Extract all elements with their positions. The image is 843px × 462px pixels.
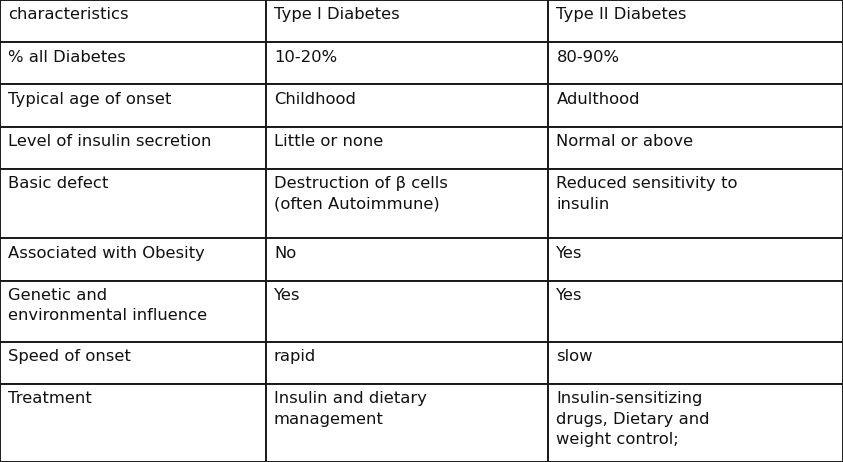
Bar: [266, 127, 548, 169]
Bar: [266, 0, 548, 42]
Bar: [548, 384, 843, 462]
Text: Yes: Yes: [556, 288, 583, 303]
Text: Yes: Yes: [556, 246, 583, 261]
Bar: [548, 169, 843, 238]
Bar: [0, 127, 266, 169]
Bar: [266, 42, 548, 85]
Bar: [266, 238, 548, 280]
Text: 10-20%: 10-20%: [274, 49, 337, 65]
Text: Genetic and
environmental influence: Genetic and environmental influence: [8, 288, 207, 323]
Bar: [548, 342, 843, 384]
Bar: [548, 42, 843, 85]
Text: 80-90%: 80-90%: [556, 49, 620, 65]
Bar: [0, 342, 266, 384]
Text: Treatment: Treatment: [8, 391, 92, 407]
Text: Basic defect: Basic defect: [8, 176, 109, 191]
Bar: [266, 280, 548, 342]
Text: Childhood: Childhood: [274, 92, 356, 107]
Bar: [0, 384, 266, 462]
Bar: [266, 85, 548, 127]
Text: characteristics: characteristics: [8, 7, 129, 22]
Bar: [266, 169, 548, 238]
Text: No: No: [274, 246, 296, 261]
Text: Speed of onset: Speed of onset: [8, 349, 132, 364]
Bar: [548, 280, 843, 342]
Bar: [548, 127, 843, 169]
Bar: [0, 85, 266, 127]
Bar: [0, 42, 266, 85]
Bar: [0, 169, 266, 238]
Text: Destruction of β cells
(often Autoimmune): Destruction of β cells (often Autoimmune…: [274, 176, 448, 212]
Text: Insulin-sensitizing
drugs, Dietary and
weight control;: Insulin-sensitizing drugs, Dietary and w…: [556, 391, 710, 447]
Text: Insulin and dietary
management: Insulin and dietary management: [274, 391, 427, 427]
Bar: [0, 0, 266, 42]
Text: % all Diabetes: % all Diabetes: [8, 49, 126, 65]
Text: Type I Diabetes: Type I Diabetes: [274, 7, 400, 22]
Text: Type II Diabetes: Type II Diabetes: [556, 7, 687, 22]
Bar: [548, 238, 843, 280]
Text: rapid: rapid: [274, 349, 316, 364]
Bar: [266, 384, 548, 462]
Bar: [0, 280, 266, 342]
Bar: [548, 0, 843, 42]
Text: Normal or above: Normal or above: [556, 134, 694, 149]
Text: Associated with Obesity: Associated with Obesity: [8, 246, 206, 261]
Text: Little or none: Little or none: [274, 134, 384, 149]
Text: Typical age of onset: Typical age of onset: [8, 92, 172, 107]
Bar: [0, 238, 266, 280]
Text: Yes: Yes: [274, 288, 300, 303]
Text: Adulthood: Adulthood: [556, 92, 640, 107]
Text: Reduced sensitivity to
insulin: Reduced sensitivity to insulin: [556, 176, 738, 212]
Text: Level of insulin secretion: Level of insulin secretion: [8, 134, 212, 149]
Bar: [266, 342, 548, 384]
Bar: [548, 85, 843, 127]
Text: slow: slow: [556, 349, 593, 364]
